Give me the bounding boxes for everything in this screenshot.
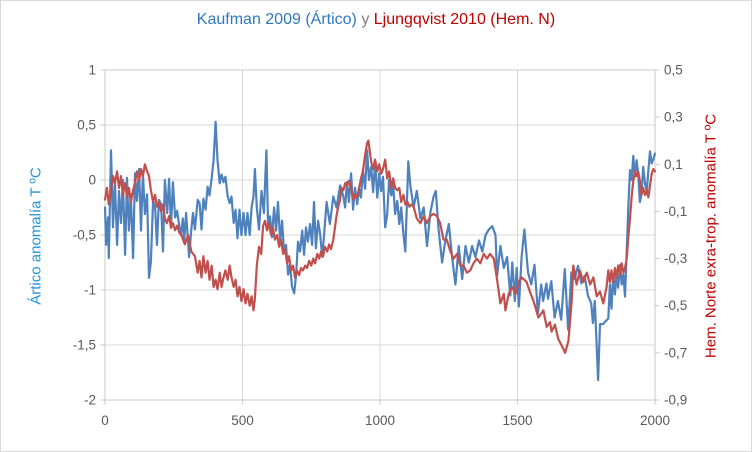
left-axis-title: Ártico anomalía T ºC [27,167,45,305]
right-axis-tick-label: -0,3 [664,251,687,266]
chart-title: Kaufman 2009 (Ártico) y Ljungqvist 2010 … [0,11,752,29]
x-axis-tick-label: 2000 [640,413,670,428]
right-axis-tick-label: 0,1 [664,157,683,172]
left-axis-tick-label: 0 [88,173,96,188]
left-axis-tick-label: -2 [84,393,96,408]
left-axis-tick-label: 0,5 [77,118,96,133]
right-axis-tick-label: -0,9 [664,393,687,408]
right-axis-tick-label: -0,7 [664,345,687,360]
x-axis-tick-label: 500 [231,413,254,428]
left-axis-tick-label: -1,5 [73,338,96,353]
x-axis-tick-label: 1000 [365,413,395,428]
right-axis-title: Hem. Norte exra-trop. anomalía T ºC [702,113,720,359]
left-axis-tick-label: 1 [88,63,96,78]
left-axis-tick-label: -0,5 [73,228,96,243]
title-series-kaufman: Kaufman 2009 (Ártico) [196,11,357,28]
title-separator: y [356,11,374,28]
left-axis-tick-label: -1 [84,283,96,298]
x-axis-tick-label: 1500 [502,413,532,428]
title-series-ljungqvist: Ljungqvist 2010 (Hem. N) [373,11,556,28]
series-line-ljungqvist [103,139,657,354]
x-axis-tick-label: 0 [101,413,109,428]
right-axis-tick-label: 0,5 [664,63,683,78]
right-axis-tick-label: -0,5 [664,298,687,313]
right-axis-tick-label: -0,1 [664,204,687,219]
right-axis-tick-label: 0,3 [664,110,683,125]
